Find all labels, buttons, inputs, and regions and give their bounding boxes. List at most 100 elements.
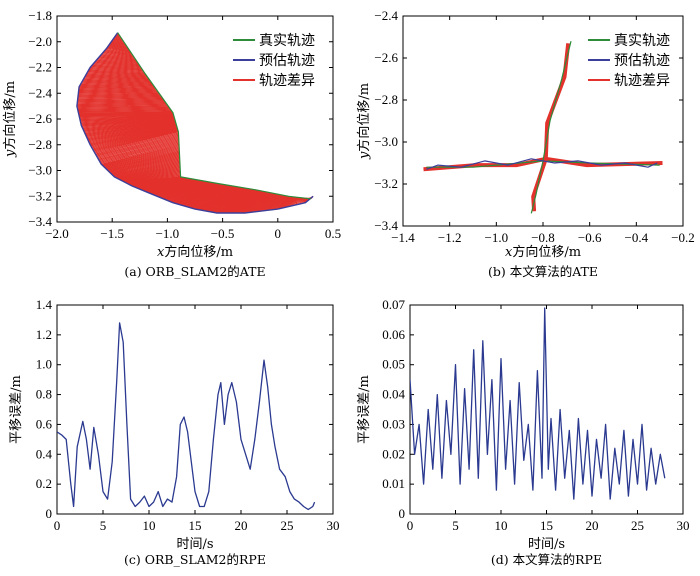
y-axis-label: 平移误差/m	[9, 375, 24, 444]
difference-line	[192, 186, 241, 209]
difference-line	[110, 42, 127, 47]
difference-line	[79, 115, 174, 119]
difference-line	[183, 185, 233, 207]
difference-line	[78, 93, 162, 98]
difference-line	[292, 196, 297, 206]
y-tick-label: 1.2	[36, 327, 52, 342]
y-axis-text: 方向位移/m	[2, 81, 18, 150]
difference-line	[95, 134, 179, 156]
difference-line	[108, 156, 180, 172]
difference-line	[77, 97, 164, 101]
difference-line	[80, 83, 156, 89]
difference-line	[221, 190, 263, 214]
difference-line	[83, 121, 176, 131]
y-tick-label: 0.01	[382, 476, 405, 491]
plot-frame	[56, 304, 334, 515]
difference-line	[214, 189, 259, 214]
difference-line	[215, 189, 260, 214]
difference-line	[104, 149, 180, 168]
difference-line	[208, 188, 255, 213]
difference-line	[85, 123, 177, 137]
difference-line	[103, 50, 133, 56]
difference-line	[87, 125, 177, 141]
difference-line	[104, 150, 180, 169]
difference-line	[78, 87, 158, 92]
difference-line	[288, 196, 295, 207]
y-tick-label: −2.8	[28, 137, 52, 152]
difference-line	[77, 99, 166, 103]
difference-line	[84, 76, 151, 82]
difference-line	[77, 98, 165, 102]
difference-line	[81, 118, 175, 126]
plot-area	[57, 322, 316, 511]
difference-line	[185, 185, 235, 207]
chart-panel-d: 0 5 10 15 20 25 30 0 0.01 0.02 0.03 0.04 0.05 0.06 0.0…	[357, 297, 690, 567]
plot-area	[423, 41, 663, 214]
difference-line	[189, 186, 238, 208]
legend-label: 轨迹差异	[259, 73, 315, 89]
difference-line	[210, 189, 255, 213]
difference-line	[285, 196, 294, 208]
difference-line	[110, 159, 180, 174]
difference-line	[243, 193, 276, 214]
y-tick-label: −2.4	[374, 8, 398, 23]
difference-line	[246, 193, 277, 214]
difference-line	[77, 110, 173, 114]
difference-line	[93, 130, 179, 152]
difference-line	[113, 165, 181, 178]
difference-line	[80, 116, 175, 121]
y-axis-label: y方向位移/m	[356, 83, 372, 160]
panel-caption: (c) ORB_SLAM2的RPE	[124, 552, 266, 567]
y-axis-var: y	[3, 149, 18, 158]
y-tick-label: −2.4	[28, 85, 52, 100]
difference-line	[201, 188, 249, 211]
difference-line	[76, 105, 170, 109]
difference-line	[88, 126, 178, 143]
x-axis-label: x方向位移/m	[505, 244, 581, 260]
difference-line	[86, 124, 177, 138]
difference-line	[96, 135, 179, 157]
y-tick-label: 0	[399, 506, 406, 521]
x-tick-label: −0.8	[531, 230, 555, 245]
x-tick-label: 5	[100, 518, 107, 533]
y-tick-label: −2.8	[374, 92, 398, 107]
difference-line	[87, 71, 147, 77]
difference-line	[96, 59, 139, 65]
legend-label: 真实轨迹	[259, 33, 315, 49]
x-tick-label: −1.0	[156, 226, 180, 241]
difference-line	[89, 126, 178, 144]
difference-line	[114, 36, 122, 39]
difference-line	[199, 187, 247, 211]
difference-line	[82, 119, 176, 128]
difference-line	[289, 196, 296, 207]
difference-line	[94, 131, 179, 153]
y-tick-label: 0.02	[382, 446, 405, 461]
difference-line	[97, 138, 179, 159]
difference-line	[271, 195, 289, 211]
difference-line	[77, 107, 171, 111]
estimate-trajectory-line	[426, 158, 658, 170]
difference-line	[230, 191, 268, 214]
difference-line	[239, 192, 273, 214]
difference-line	[114, 166, 181, 178]
difference-line	[91, 65, 143, 71]
difference-line	[95, 60, 140, 66]
difference-line	[84, 122, 176, 134]
difference-line	[89, 68, 145, 74]
x-axis-var: x	[157, 245, 165, 260]
difference-line	[117, 169, 181, 180]
difference-line	[115, 167, 181, 179]
difference-line	[184, 185, 234, 207]
x-tick-label: 15	[189, 518, 202, 533]
difference-line	[282, 196, 293, 209]
difference-line	[228, 191, 267, 214]
difference-line	[186, 185, 236, 208]
chart-panel-a: −2.0 −1.5 −1.0 −0.5 0 0.5 −1.8 −2.0 −2.2 −2.4 −2.6…	[2, 8, 341, 279]
difference-line	[83, 121, 176, 133]
difference-line	[79, 114, 174, 118]
difference-line	[80, 118, 175, 125]
x-tick-label: 20	[586, 518, 599, 533]
difference-line	[87, 125, 177, 140]
difference-line	[194, 187, 243, 210]
